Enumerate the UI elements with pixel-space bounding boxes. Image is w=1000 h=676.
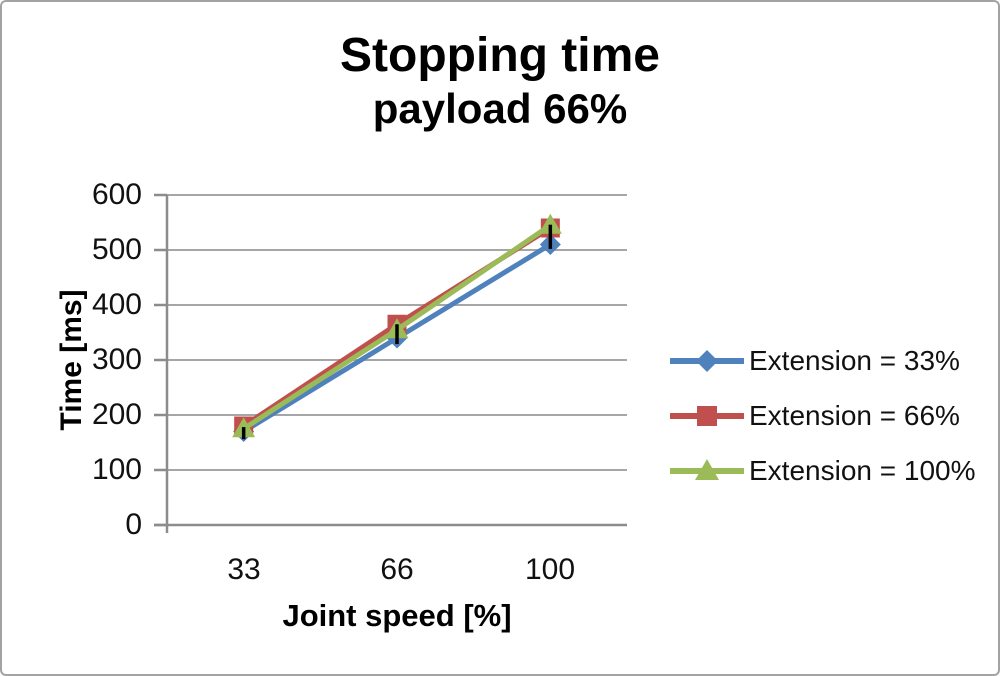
y-tick-label-100: 100 xyxy=(91,453,142,486)
y-tick-label-0: 0 xyxy=(125,508,142,541)
legend-label: Extension = 66% xyxy=(749,400,960,431)
legend-triangle-marker-icon xyxy=(670,459,744,480)
legend-marker-triangle xyxy=(695,459,719,480)
legend-diamond-marker-icon xyxy=(670,350,744,372)
legend-marker-square xyxy=(697,406,717,426)
title-block: Stopping time payload 66% xyxy=(2,28,998,134)
legend-square-marker-icon xyxy=(670,406,744,426)
chart-subtitle: payload 66% xyxy=(372,85,628,132)
legend-marker-diamond xyxy=(696,350,718,372)
y-tick-label-500: 500 xyxy=(91,233,142,266)
legend-item-extension-33: Extension = 33% xyxy=(670,346,976,376)
x-tick-label-66: 66 xyxy=(380,553,414,586)
x-axis-title: Joint speed [%] xyxy=(282,598,512,633)
legend: Extension = 33% Extension = 66% Extensio… xyxy=(670,346,976,486)
x-tick-label-100: 100 xyxy=(524,553,576,586)
data-point-triangle xyxy=(538,213,562,234)
x-tick-label-33: 33 xyxy=(227,553,261,586)
legend-item-extension-66: Extension = 66% xyxy=(670,401,976,431)
legend-item-extension-100: Extension = 100% xyxy=(670,456,976,486)
legend-label: Extension = 33% xyxy=(749,345,960,376)
y-tick-label-300: 300 xyxy=(91,343,142,376)
y-tick-label-400: 400 xyxy=(91,288,142,321)
chart-title: Stopping time xyxy=(340,29,660,82)
y-tick-label-600: 600 xyxy=(91,178,142,211)
legend-label: Extension = 100% xyxy=(749,455,976,486)
y-tick-label-200: 200 xyxy=(91,398,142,431)
